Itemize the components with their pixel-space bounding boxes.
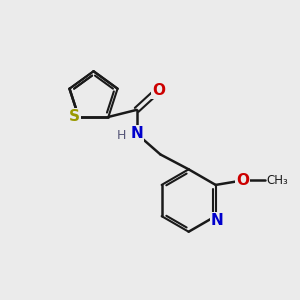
Text: CH₃: CH₃ bbox=[266, 174, 288, 187]
Text: N: N bbox=[130, 126, 143, 141]
Text: O: O bbox=[236, 173, 249, 188]
Text: N: N bbox=[211, 213, 224, 228]
Text: S: S bbox=[69, 110, 80, 124]
Text: O: O bbox=[152, 83, 165, 98]
Text: H: H bbox=[117, 129, 127, 142]
